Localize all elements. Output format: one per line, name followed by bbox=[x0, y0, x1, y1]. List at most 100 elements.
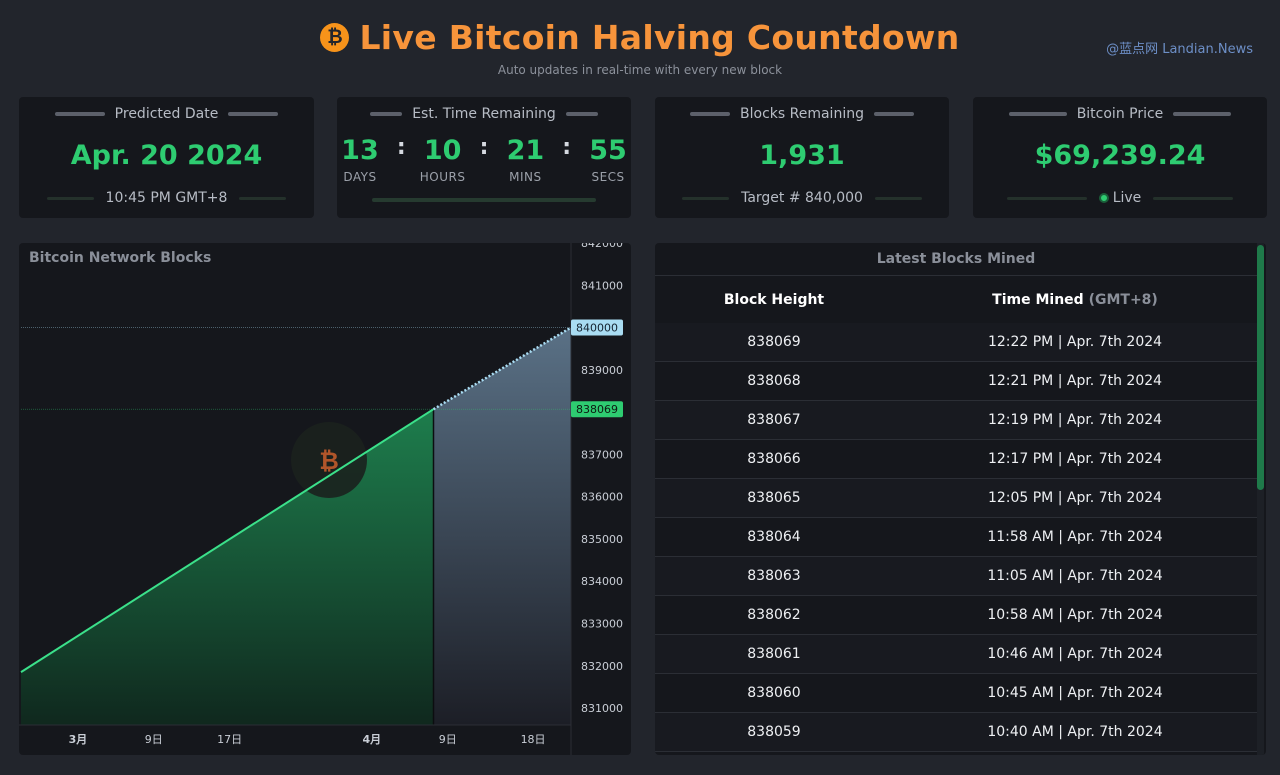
mined-area bbox=[21, 409, 434, 725]
title-row: ₿ Live Bitcoin Halving Countdown bbox=[0, 18, 1280, 57]
projected-blocks-line bbox=[432, 326, 572, 411]
divider bbox=[690, 112, 731, 116]
y-tick-label: 837000 bbox=[581, 448, 623, 461]
y-tick-label: 839000 bbox=[581, 364, 623, 377]
countdown-hours: 10 HOURS bbox=[420, 135, 466, 184]
block-height-cell: 838065 bbox=[747, 490, 801, 506]
divider bbox=[682, 196, 730, 200]
block-height-cell: 838066 bbox=[747, 451, 801, 467]
live-dot-icon bbox=[1098, 193, 1109, 203]
time-mined-label: Time Mined bbox=[992, 291, 1084, 308]
days-value: 13 bbox=[341, 135, 379, 166]
time-mined-cell: 12:05 PM | Apr. 7th 2024 bbox=[987, 490, 1163, 506]
time-mined-cell: 10:46 AM | Apr. 7th 2024 bbox=[987, 646, 1163, 662]
x-tick-label: 17日 bbox=[217, 733, 242, 746]
timezone-label: (GMT+8) bbox=[1088, 291, 1158, 308]
target-block-badge-label: 840000 bbox=[576, 322, 618, 335]
countdown-secs: 55 SECS bbox=[585, 135, 631, 184]
scrollbar-track[interactable] bbox=[1257, 243, 1264, 755]
time-mined-cell: 10:45 AM | Apr. 7th 2024 bbox=[987, 685, 1163, 701]
days-label: DAYS bbox=[343, 170, 377, 184]
table-row[interactable]: 838065 12:05 PM | Apr. 7th 2024 bbox=[655, 479, 1257, 518]
mins-label: MINS bbox=[509, 170, 542, 184]
y-tick-label: 835000 bbox=[581, 533, 623, 546]
current-block-badge-label: 838069 bbox=[576, 403, 618, 416]
table-row[interactable]: 838063 11:05 AM | Apr. 7th 2024 bbox=[655, 557, 1257, 596]
y-tick-label: 832000 bbox=[581, 660, 623, 673]
divider bbox=[239, 196, 287, 200]
x-tick-label: 9日 bbox=[145, 733, 163, 746]
chart-title: Bitcoin Network Blocks bbox=[29, 250, 212, 266]
blocks-chart-panel[interactable]: ₿842000841000840000839000838000837000836… bbox=[19, 243, 631, 755]
table-body: 838069 12:22 PM | Apr. 7th 2024 838068 12:2… bbox=[655, 323, 1257, 752]
table-row[interactable]: 838060 10:45 AM | Apr. 7th 2024 bbox=[655, 674, 1257, 713]
y-tick-label: 842000 bbox=[581, 243, 623, 250]
bitcoin-price-card: Bitcoin Price $69,239.24 Live bbox=[973, 97, 1267, 218]
predicted-time: 10:45 PM GMT+8 bbox=[105, 190, 228, 206]
secs-label: SECS bbox=[591, 170, 625, 184]
time-mined-cell: 12:22 PM | Apr. 7th 2024 bbox=[987, 334, 1163, 350]
block-height-cell: 838062 bbox=[747, 607, 801, 623]
separator: : bbox=[562, 135, 572, 160]
table-row[interactable]: 838062 10:58 AM | Apr. 7th 2024 bbox=[655, 596, 1257, 635]
divider bbox=[565, 112, 598, 116]
x-tick-label: 3月 bbox=[69, 733, 88, 746]
bitcoin-logo-icon: ₿ bbox=[320, 23, 350, 52]
separator: : bbox=[396, 135, 406, 160]
block-height-cell: 838060 bbox=[747, 685, 801, 701]
block-height-cell: 838064 bbox=[747, 529, 801, 545]
time-mined-cell: 10:40 AM | Apr. 7th 2024 bbox=[987, 724, 1163, 740]
block-height-cell: 838067 bbox=[747, 412, 801, 428]
divider bbox=[873, 112, 914, 116]
hours-label: HOURS bbox=[419, 170, 466, 184]
target-block-badge bbox=[571, 319, 623, 336]
time-mined-cell: 10:58 AM | Apr. 7th 2024 bbox=[987, 607, 1163, 623]
hours-value: 10 bbox=[423, 135, 462, 166]
block-height-cell: 838063 bbox=[747, 568, 801, 584]
bitcoin-price-value: $69,239.24 bbox=[1034, 140, 1206, 171]
page-title: Live Bitcoin Halving Countdown bbox=[359, 18, 960, 57]
current-block-badge bbox=[571, 401, 623, 418]
table-row[interactable]: 838064 11:58 AM | Apr. 7th 2024 bbox=[655, 518, 1257, 557]
live-indicator: Live bbox=[1098, 190, 1141, 206]
countdown: 13 DAYS : 10 HOURS : 21 MINS : 55 SECS bbox=[337, 135, 631, 184]
mined-blocks-line bbox=[20, 408, 435, 673]
y-tick-label: 836000 bbox=[581, 491, 623, 504]
countdown-days: 13 DAYS bbox=[337, 135, 383, 184]
y-tick-label: 831000 bbox=[581, 702, 623, 715]
block-height-cell: 838069 bbox=[747, 334, 801, 350]
table-row[interactable]: 838061 10:46 AM | Apr. 7th 2024 bbox=[655, 635, 1257, 674]
divider bbox=[370, 112, 403, 116]
latest-blocks-panel[interactable]: Latest Blocks Mined Block Height Time Mi… bbox=[655, 243, 1266, 755]
time-mined-cell: 12:21 PM | Apr. 7th 2024 bbox=[987, 373, 1163, 389]
page-subtitle: Auto updates in real-time with every new… bbox=[497, 63, 783, 77]
watermark: @蓝点网 Landian.News bbox=[1106, 42, 1253, 57]
scrollbar-thumb[interactable] bbox=[1257, 245, 1264, 490]
table-row[interactable]: 838068 12:21 PM | Apr. 7th 2024 bbox=[655, 362, 1257, 401]
card-label: Bitcoin Price bbox=[1076, 106, 1164, 122]
divider bbox=[1008, 112, 1067, 116]
predicted-date-value: Apr. 20 2024 bbox=[70, 140, 263, 171]
table-row[interactable]: 838067 12:19 PM | Apr. 7th 2024 bbox=[655, 401, 1257, 440]
y-tick-label: 841000 bbox=[581, 279, 623, 292]
divider bbox=[228, 112, 279, 116]
table-header: Block Height Time Mined (GMT+8) bbox=[655, 277, 1257, 322]
time-mined-cell: 11:05 AM | Apr. 7th 2024 bbox=[987, 568, 1163, 584]
card-label: Est. Time Remaining bbox=[412, 106, 556, 122]
predicted-date-card: Predicted Date Apr. 20 2024 10:45 PM GMT… bbox=[19, 97, 314, 218]
countdown-progress-bar bbox=[372, 198, 596, 202]
table-row[interactable]: 838066 12:17 PM | Apr. 7th 2024 bbox=[655, 440, 1257, 479]
column-header-time-mined: Time Mined (GMT+8) bbox=[893, 292, 1257, 308]
blocks-remaining-value: 1,931 bbox=[759, 140, 845, 171]
chart-bitcoin-watermark-icon bbox=[291, 422, 367, 498]
secs-value: 55 bbox=[589, 135, 627, 166]
divider bbox=[874, 196, 922, 200]
card-label: Predicted Date bbox=[114, 106, 219, 122]
column-header-block-height: Block Height bbox=[723, 291, 825, 308]
table-row[interactable]: 838069 12:22 PM | Apr. 7th 2024 bbox=[655, 323, 1257, 362]
table-title: Latest Blocks Mined bbox=[655, 243, 1257, 276]
block-height-cell: 838059 bbox=[747, 724, 801, 740]
blocks-chart[interactable]: ₿842000841000840000839000838000837000836… bbox=[19, 243, 631, 755]
table-row[interactable]: 838059 10:40 AM | Apr. 7th 2024 bbox=[655, 713, 1257, 752]
projected-area bbox=[433, 327, 571, 725]
